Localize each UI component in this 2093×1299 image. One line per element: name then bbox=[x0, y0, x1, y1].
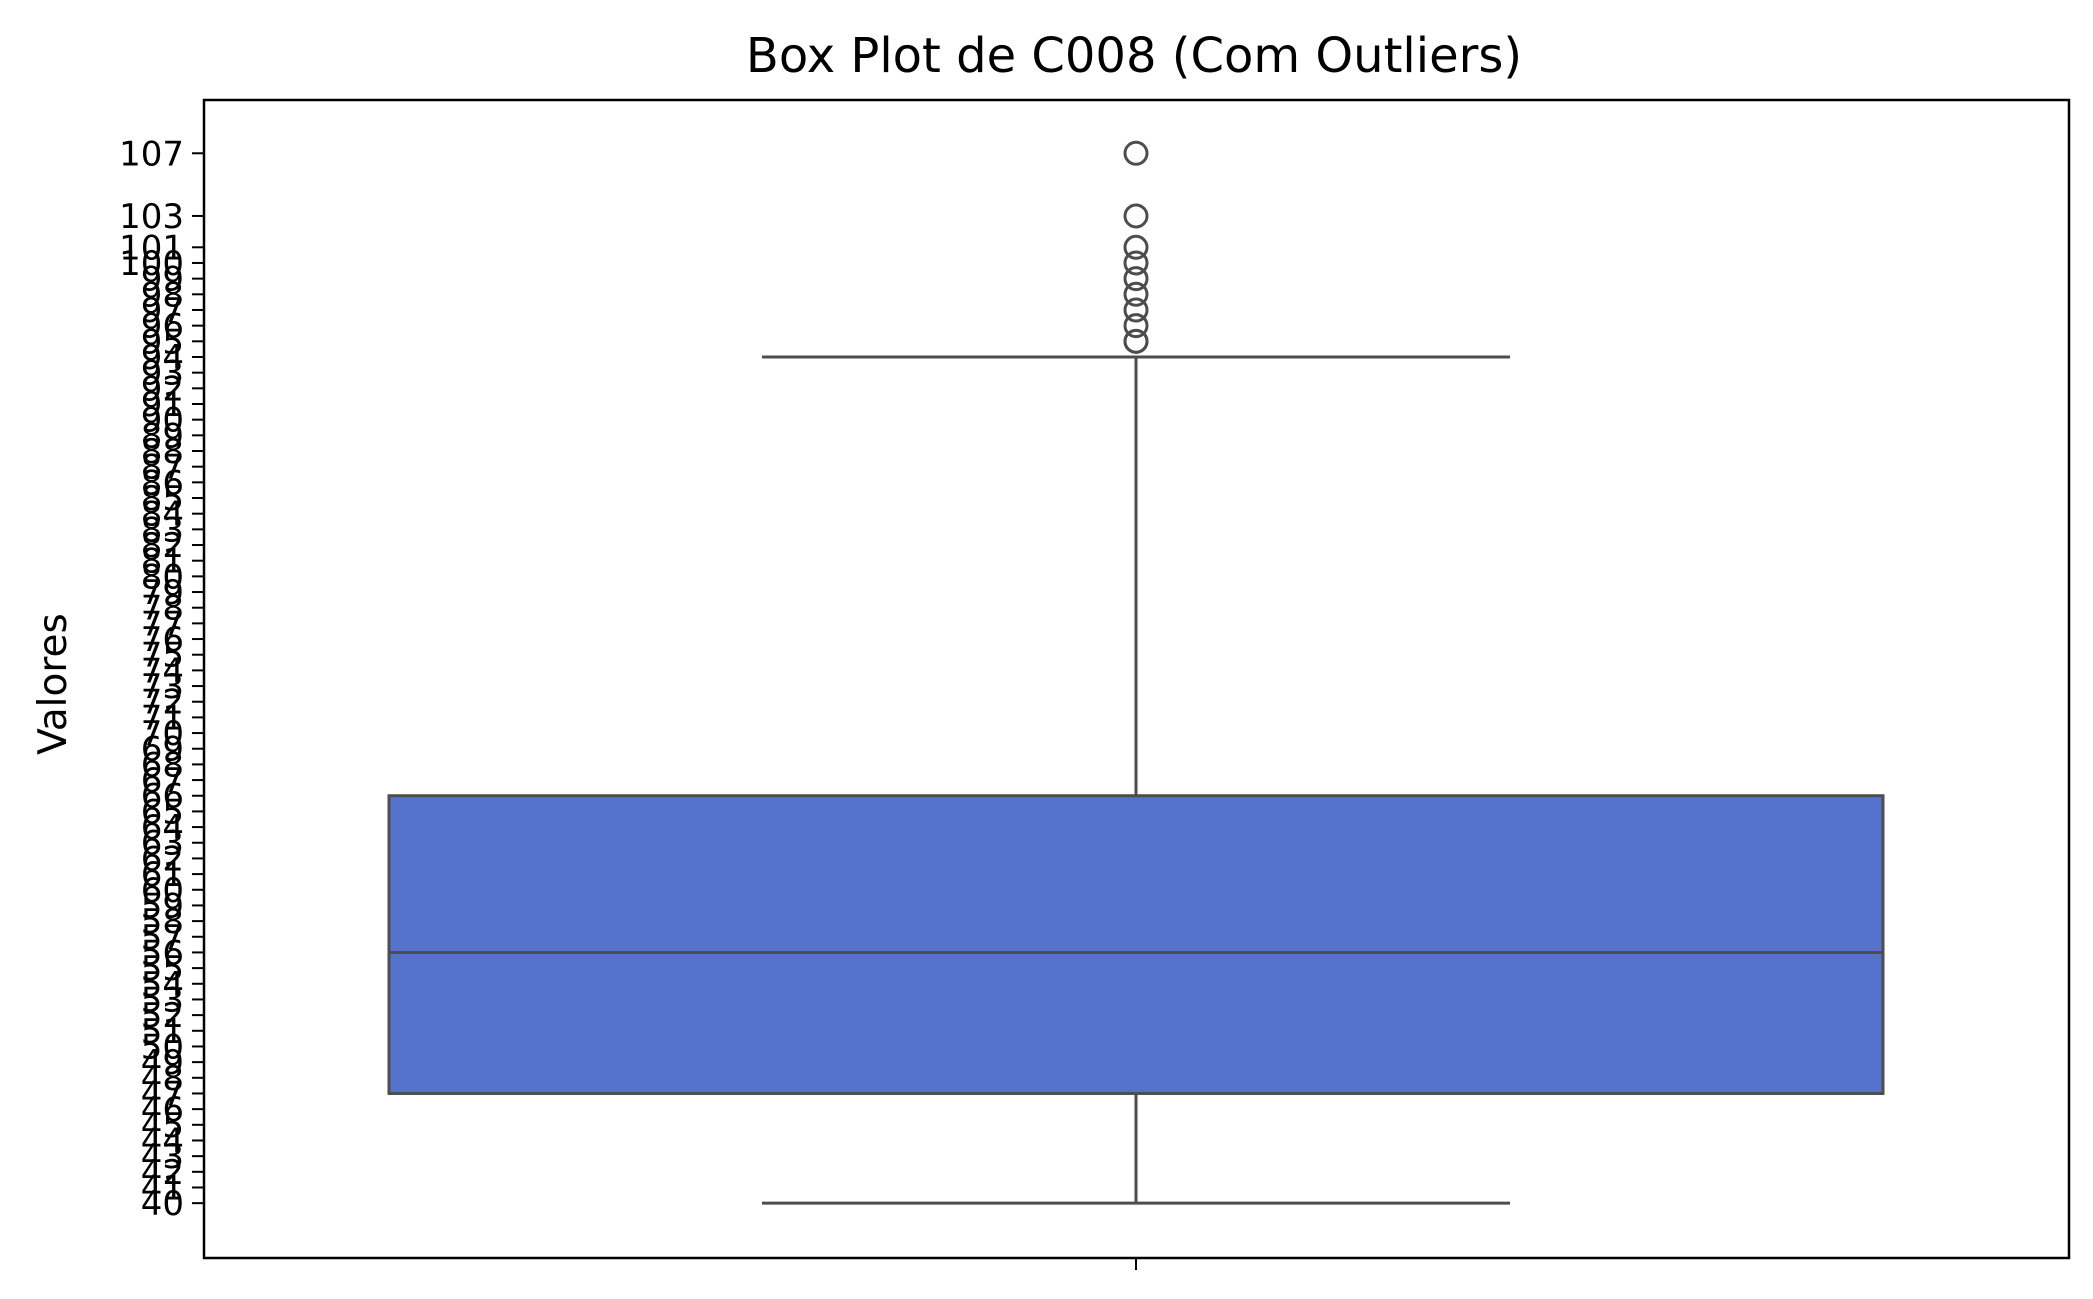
y-tick-label: 62 bbox=[141, 839, 184, 879]
y-tick-label: 58 bbox=[141, 902, 184, 942]
y-tick-label: 59 bbox=[141, 886, 184, 926]
y-tick-label: 100 bbox=[119, 244, 184, 284]
y-tick-label: 97 bbox=[141, 291, 184, 331]
y-tick-label: 45 bbox=[141, 1106, 184, 1146]
outlier-point bbox=[1123, 266, 1149, 292]
y-tick-label: 55 bbox=[141, 949, 184, 989]
y-tick-label: 88 bbox=[141, 432, 184, 472]
y-tick-label: 68 bbox=[141, 745, 184, 785]
y-tick-label: 101 bbox=[119, 228, 184, 268]
y-tick-label: 44 bbox=[141, 1121, 184, 1161]
y-tick-label: 50 bbox=[141, 1027, 184, 1067]
y-tick-label: 64 bbox=[141, 808, 184, 848]
y-tick-label: 93 bbox=[141, 354, 184, 394]
y-tick-label: 98 bbox=[141, 275, 184, 315]
y-tick-label: 95 bbox=[141, 322, 184, 362]
y-tick-label: 87 bbox=[141, 448, 184, 488]
y-tick-label: 91 bbox=[141, 385, 184, 425]
y-tick-label: 42 bbox=[141, 1153, 184, 1193]
y-tick-label: 90 bbox=[141, 401, 184, 441]
y-tick-label: 81 bbox=[141, 542, 184, 582]
y-tick-label: 92 bbox=[141, 369, 184, 409]
y-tick-label: 66 bbox=[141, 777, 184, 817]
y-tick-label: 80 bbox=[141, 557, 184, 597]
y-tick-label: 76 bbox=[141, 620, 184, 660]
outlier-point bbox=[1123, 203, 1149, 229]
y-tick-label: 41 bbox=[141, 1168, 184, 1208]
chart-title: Box Plot de C008 (Com Outliers) bbox=[746, 28, 1522, 84]
outlier-point bbox=[1123, 281, 1149, 307]
y-tick-label: 78 bbox=[141, 589, 184, 629]
y-tick-label: 43 bbox=[141, 1137, 184, 1177]
y-tick-label: 60 bbox=[141, 871, 184, 911]
y-tick-label: 46 bbox=[141, 1090, 184, 1130]
y-tick-label: 99 bbox=[141, 260, 184, 300]
y-tick-label: 47 bbox=[141, 1074, 184, 1114]
outlier-point bbox=[1123, 328, 1149, 354]
y-tick-label: 40 bbox=[141, 1184, 184, 1224]
y-tick-label: 73 bbox=[141, 667, 184, 707]
y-tick-label: 83 bbox=[141, 510, 184, 550]
y-tick-label: 54 bbox=[141, 965, 184, 1005]
y-tick-label: 75 bbox=[141, 636, 184, 676]
y-tick-label: 74 bbox=[141, 651, 184, 691]
y-tick-label: 84 bbox=[141, 495, 184, 535]
y-tick-label: 71 bbox=[141, 698, 184, 738]
y-tick-label: 49 bbox=[141, 1043, 184, 1083]
outlier-point bbox=[1123, 140, 1149, 166]
y-tick-label: 56 bbox=[141, 933, 184, 973]
y-tick-label: 57 bbox=[141, 918, 184, 958]
y-tick-label: 107 bbox=[119, 134, 184, 174]
y-tick-label: 86 bbox=[141, 463, 184, 503]
y-axis-label: Valores bbox=[31, 613, 76, 755]
outlier-point bbox=[1123, 250, 1149, 276]
outlier-point bbox=[1123, 313, 1149, 339]
outlier-point bbox=[1123, 297, 1149, 323]
y-tick-label: 61 bbox=[141, 855, 184, 895]
y-tick-label: 85 bbox=[141, 479, 184, 519]
y-tick-label: 53 bbox=[141, 980, 184, 1020]
y-tick-label: 52 bbox=[141, 996, 184, 1036]
y-tick-label: 69 bbox=[141, 730, 184, 770]
interquartile-box bbox=[387, 794, 1885, 1095]
y-tick-label: 96 bbox=[141, 307, 184, 347]
y-tick-label: 63 bbox=[141, 824, 184, 864]
y-tick-label: 67 bbox=[141, 761, 184, 801]
outlier-point bbox=[1123, 234, 1149, 260]
y-tick-label: 82 bbox=[141, 526, 184, 566]
y-tick-label: 48 bbox=[141, 1059, 184, 1099]
plot-area: 4041424344454647484950515253545556575859… bbox=[119, 98, 2071, 1270]
y-tick-label: 79 bbox=[141, 573, 184, 613]
y-tick-label: 77 bbox=[141, 604, 184, 644]
y-tick-label: 65 bbox=[141, 792, 184, 832]
y-tick-label: 94 bbox=[141, 338, 184, 378]
y-tick-label: 103 bbox=[119, 197, 184, 237]
y-tick-label: 89 bbox=[141, 416, 184, 456]
y-tick-label: 72 bbox=[141, 683, 184, 723]
y-tick-label: 51 bbox=[141, 1012, 184, 1052]
y-tick-label: 70 bbox=[141, 714, 184, 754]
